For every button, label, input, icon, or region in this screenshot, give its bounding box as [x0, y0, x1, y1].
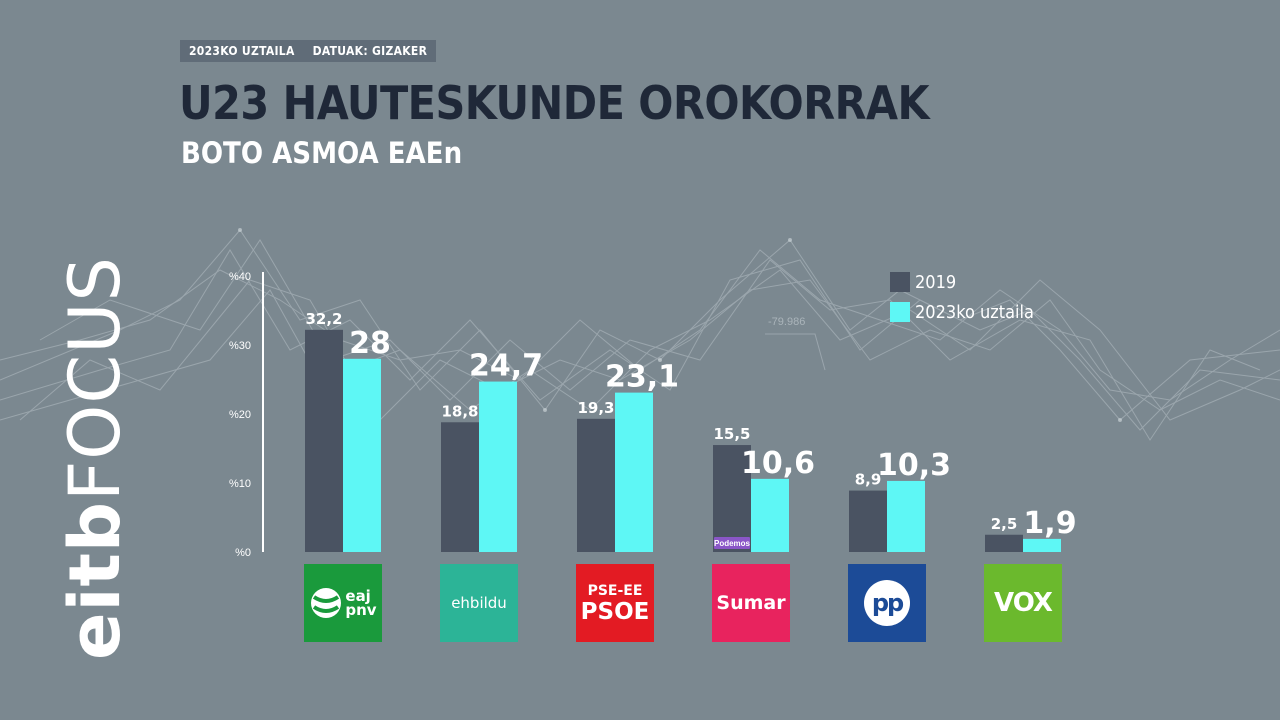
party-logo-sumar: Sumar	[712, 564, 790, 642]
sumar-text: Sumar	[716, 592, 786, 614]
bar-2019-0	[305, 329, 343, 552]
meta-bar: 2023KO UZTAILA DATUAK: GIZAKER	[180, 40, 437, 62]
y-tick-label: %30	[229, 340, 251, 352]
psoe-line2: PSOE	[580, 598, 650, 625]
party-logo-pp: pp	[848, 564, 926, 642]
legend: 2019 2023ko uztaila	[890, 268, 1034, 328]
bar-2023-0	[343, 358, 381, 552]
chart-title: U23 HAUTESKUNDE OROKORRAK	[179, 76, 930, 130]
party-logo-psoe: PSE-EE PSOE	[576, 564, 654, 642]
bar-2023-4	[887, 480, 925, 552]
pp-icon: pp	[864, 580, 910, 626]
y-tick-label: %10	[229, 478, 251, 490]
data-label-2023-3: 10,6	[741, 446, 815, 481]
data-label-2023-5: 1,9	[1023, 506, 1076, 541]
data-label-2023-1: 24,7	[469, 349, 543, 384]
bar-2023-3	[751, 478, 789, 552]
data-label-2019-2: 19,3	[577, 399, 614, 417]
pp-text: pp	[871, 589, 904, 617]
bar-2023-5	[1023, 538, 1061, 552]
source-tag: DATUAK: GIZAKER	[312, 44, 428, 58]
legend-item-2019: 2019	[890, 268, 1034, 296]
party-logo-vox: VOX	[984, 564, 1062, 642]
bar-2019-2	[577, 418, 615, 552]
data-label-2019-0: 32,2	[305, 310, 342, 328]
y-tick-label: %40	[229, 271, 251, 283]
chart-subtitle: BOTO ASMOA EAEn	[181, 136, 463, 170]
data-label-2019-4: 8,9	[855, 471, 882, 489]
bildu-text: ehbildu	[451, 594, 507, 612]
bar-2023-1	[479, 381, 517, 552]
date-tag: 2023KO UZTAILA	[189, 44, 295, 58]
podemos-tag-label: Podemos	[714, 539, 751, 548]
y-tick-label: %0	[235, 547, 251, 559]
party-logo-pnv: eaj pnv	[304, 564, 382, 642]
legend-label-2019: 2019	[915, 271, 957, 293]
pnv-line2: pnv	[345, 601, 377, 619]
legend-swatch-2019	[890, 272, 910, 292]
party-logo-bildu: ehbildu	[440, 564, 518, 642]
data-label-2019-3: 15,5	[713, 425, 750, 443]
bar-2019-4	[849, 490, 887, 552]
legend-label-2023: 2023ko uztaila	[915, 301, 1034, 323]
bar-2019-3	[713, 445, 751, 552]
data-label-2023-2: 23,1	[605, 360, 679, 395]
bar-2019-1	[441, 422, 479, 552]
data-label-2023-0: 28	[349, 326, 391, 361]
data-label-2019-1: 18,8	[441, 402, 478, 420]
data-label-2023-4: 10,3	[877, 448, 951, 483]
legend-swatch-2023	[890, 302, 910, 322]
pnv-line1: eaj	[345, 587, 371, 605]
podemos-tag	[714, 537, 750, 549]
vox-text: VOX	[994, 588, 1053, 618]
background-number: -79.986	[768, 316, 805, 328]
bar-2019-5	[985, 534, 1023, 552]
bar-2023-2	[615, 392, 653, 552]
y-tick-label: %20	[229, 409, 251, 421]
pnv-symbol-icon	[311, 588, 342, 618]
data-label-2019-5: 2,5	[991, 515, 1018, 533]
psoe-line1: PSE-EE	[587, 582, 643, 599]
legend-item-2023: 2023ko uztaila	[890, 298, 1034, 326]
